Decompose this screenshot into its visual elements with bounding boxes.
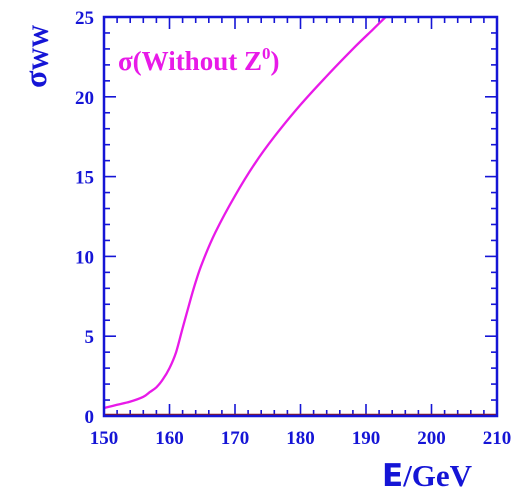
series-annotation: σ(Without Z0) [118,44,279,76]
y-axis-title: σWW [17,25,53,88]
svg-text:σWW: σWW [17,25,53,88]
x-tick-label: 150 [90,428,119,449]
y-tick-label: 5 [85,327,95,348]
y-tick-label: 25 [75,8,94,29]
series-line-without-z0 [103,16,387,410]
y-tick-label: 0 [85,407,95,428]
x-tick-label: 210 [483,428,512,449]
x-tick-label: 160 [155,428,184,449]
y-tick-labels: 0 5 10 15 20 25 [75,8,94,428]
x-tick-labels: 150 160 170 180 190 200 210 [90,428,512,449]
plot-frame [102,15,499,418]
y-tick-label: 20 [75,88,94,109]
y-tick-label: 15 [75,168,94,189]
x-tick-label: 190 [352,428,381,449]
x-tick-label: 170 [221,428,250,449]
x-tick-label: 200 [417,428,446,449]
ticks-layer [103,16,498,417]
x-tick-label: 180 [286,428,315,449]
y-tick-label: 10 [75,247,94,268]
x-axis-title: E/GeV [382,458,473,494]
